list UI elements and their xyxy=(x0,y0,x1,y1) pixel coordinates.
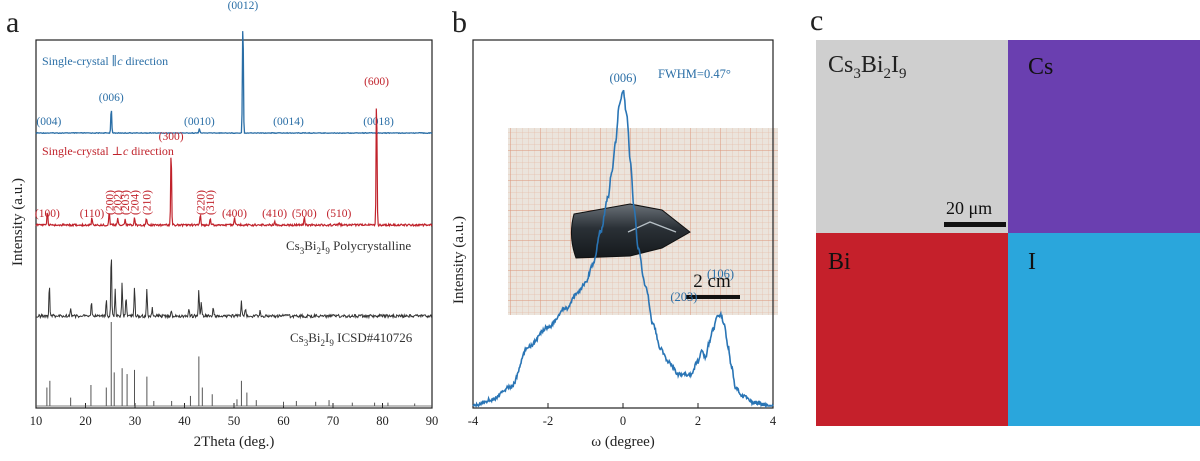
panel-b-letter: b xyxy=(452,6,467,39)
peak-label: (0012) xyxy=(228,0,259,12)
series-label-poly: Cs3Bi2I9 Polycrystalline xyxy=(286,238,411,256)
eds-tile-sem: Cs3Bi2I9 20 μm xyxy=(816,40,1008,233)
peak-label: (202) xyxy=(113,190,125,215)
peak-label: (0014) xyxy=(273,116,304,128)
peak-label: (006) xyxy=(99,92,124,104)
x-tick-label-b: 4 xyxy=(770,414,777,428)
x-tick-label-a: 50 xyxy=(228,414,241,428)
panel-a-letter: a xyxy=(6,6,19,39)
crystal-highlight xyxy=(627,221,677,233)
x-tick-label-b: 2 xyxy=(695,414,701,428)
peak-label: (0010) xyxy=(184,116,215,128)
xrd-pattern-line xyxy=(35,31,433,135)
plot-b-marks: -4 -2 0 2 4 (006) (203) (106) xyxy=(468,71,777,428)
peak-label: (510) xyxy=(326,208,351,220)
x-tick-label-a: 30 xyxy=(129,414,142,428)
plot-b-xlabel: ω (degree) xyxy=(591,434,655,450)
peak-label-b: (203) xyxy=(670,290,697,304)
plot-a-xlabel: 2Theta (deg.) xyxy=(194,434,275,450)
peak-label: (400) xyxy=(222,208,247,220)
plot-b-ylabel: Intensity (a.u.) xyxy=(451,216,467,304)
xrd-pattern-line xyxy=(35,108,433,228)
eds-tile-cs: Cs xyxy=(1008,40,1200,233)
panel-c-letter: c xyxy=(810,4,824,37)
peak-label: (210) xyxy=(141,190,153,215)
eds-tile-i-label: I xyxy=(1028,249,1036,275)
panel-b-chart: b 2 cm Intensity (a.u.) ω (degree) FWHM=… xyxy=(451,6,778,450)
scale-bar-20um xyxy=(944,222,1006,227)
eds-tile-cs-label: Cs xyxy=(1028,54,1054,80)
peak-label-b: (106) xyxy=(707,267,734,281)
rocking-curve-line xyxy=(472,89,774,409)
x-tick-label-a: 60 xyxy=(277,414,290,428)
peak-label-b: (006) xyxy=(609,71,636,85)
eds-tile-sem-label: Cs3Bi2I9 xyxy=(828,52,907,82)
panel-a-chart: a Intensity (a.u.) 2Theta (deg.) Single-… xyxy=(6,0,439,450)
series-label-perpendicular: Single-crystal ⊥c direction xyxy=(42,144,174,158)
eds-tile-bi: Bi xyxy=(816,233,1008,426)
peak-label: (600) xyxy=(364,76,389,88)
scale-bar-20um-label: 20 μm xyxy=(946,198,993,218)
x-tick-label-a: 80 xyxy=(376,414,389,428)
peak-label: (100) xyxy=(35,208,60,220)
eds-tile-i: I xyxy=(1008,233,1200,426)
peak-label: (300) xyxy=(159,131,184,143)
x-tick-label-a: 40 xyxy=(178,414,191,428)
crystal-photo-inset: 2 cm xyxy=(508,128,778,315)
eds-tile-bi-label: Bi xyxy=(828,249,851,275)
peak-label: (500) xyxy=(292,208,317,220)
x-tick-label-a: 20 xyxy=(79,414,92,428)
x-tick-label-a: 10 xyxy=(30,414,43,428)
x-tick-label-b: -2 xyxy=(543,414,553,428)
x-tick-label-b: 0 xyxy=(620,414,626,428)
panel-c: c Cs3Bi2I9 20 μm Cs Bi I xyxy=(800,0,1200,461)
peak-label: (200) xyxy=(104,190,116,215)
x-tick-label-a: 90 xyxy=(426,414,439,428)
eds-map-grid: Cs3Bi2I9 20 μm Cs Bi I xyxy=(816,40,1200,426)
xrd-pattern-line xyxy=(36,259,433,320)
peak-label: (004) xyxy=(36,116,61,128)
peak-label: (203) xyxy=(120,190,132,215)
peak-label: (310) xyxy=(205,190,217,215)
x-tick-label-b: -4 xyxy=(468,414,479,428)
plot-a-marks: 10 20 30 40 50 60 70 80 90 (004) (006) (0010) (0012)… xyxy=(30,0,439,428)
series-label-icsd: Cs3Bi2I9 ICSD#410726 xyxy=(290,330,413,348)
fwhm-annotation: FWHM=0.47° xyxy=(658,67,731,81)
x-tick-label-a: 70 xyxy=(327,414,340,428)
peak-label: (220) xyxy=(195,190,207,215)
scale-bar-2cm xyxy=(686,295,740,299)
scale-bar-2cm-label: 2 cm xyxy=(693,271,731,292)
series-label-parallel: Single-crystal ∥c direction xyxy=(42,54,168,68)
peak-label: (204) xyxy=(130,190,142,215)
peak-label: (0018) xyxy=(363,116,394,128)
peak-label: (110) xyxy=(80,208,105,220)
peak-label: (410) xyxy=(262,208,287,220)
plot-a-ylabel: Intensity (a.u.) xyxy=(10,178,26,266)
